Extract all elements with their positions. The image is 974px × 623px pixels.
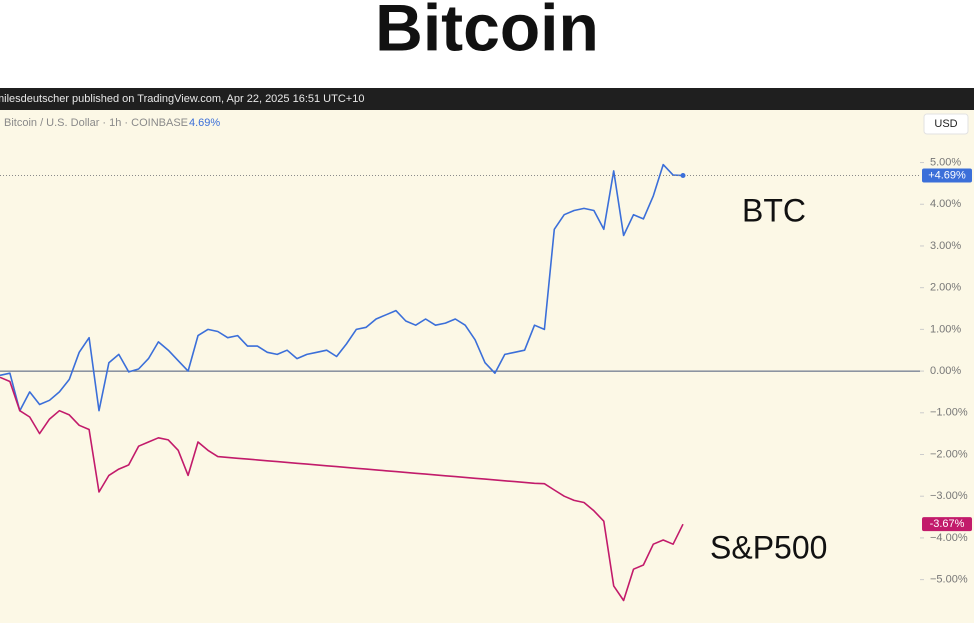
chart-title: Bitcoin (375, 0, 599, 64)
series-annotation: S&P500 (710, 529, 827, 565)
byline-bar (0, 88, 974, 110)
change-label: 4.69% (189, 117, 220, 129)
series-line (0, 163, 684, 412)
y-tick-label: −3.00% (930, 490, 968, 502)
currency-button[interactable] (923, 113, 969, 135)
byline: milesdeutscher published on TradingView.… (0, 93, 364, 105)
y-tick-label: 4.00% (930, 198, 961, 210)
currency[interactable]: USD (934, 118, 957, 130)
price-tag (922, 517, 972, 532)
y-tick-label: −5.00% (930, 574, 968, 586)
series-annotation: BTC (742, 192, 806, 228)
y-tick-label: −4.00% (930, 532, 968, 544)
symbol: Bitcoin / U.S. Dollar · 1h · COINBASE (4, 117, 188, 129)
y-tick-label: 1.00% (930, 323, 961, 335)
y-tick-label: −1.00% (930, 407, 968, 419)
price-tag-label: +4.69% (928, 169, 966, 181)
last-point (680, 172, 686, 178)
price-tag (922, 168, 972, 183)
y-tick-label: −2.00% (930, 448, 968, 460)
y-tick-label: 2.00% (930, 282, 961, 294)
y-tick-label: 0.00% (930, 365, 961, 377)
series-line (0, 376, 684, 602)
plot-background (0, 110, 974, 623)
y-tick-label: 3.00% (930, 240, 961, 252)
price-tag-label: -3.67% (930, 518, 965, 530)
y-tick-label: 5.00% (930, 156, 961, 168)
